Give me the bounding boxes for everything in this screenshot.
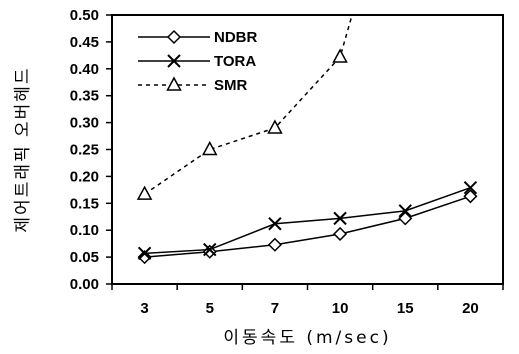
- x-tick-label: 3: [140, 300, 148, 317]
- y-tick-label: 0.10: [70, 222, 99, 239]
- x-tick-label: 15: [397, 300, 414, 317]
- data-point-smr: [267, 119, 283, 134]
- y-tick-label: 0.30: [70, 115, 99, 132]
- data-point-smr: [201, 140, 218, 156]
- data-point-tora: [398, 204, 412, 218]
- x-tick-label: 7: [271, 300, 279, 317]
- x-axis-label: 이동속도 (m/sec): [223, 328, 391, 348]
- x-tick-label: 10: [332, 300, 349, 317]
- y-axis-label: 제어트래픽 오버헤드: [13, 66, 33, 232]
- y-tick-label: 0.35: [70, 88, 99, 105]
- y-tick-label: 0.20: [70, 168, 99, 185]
- data-point-tora: [137, 246, 152, 261]
- data-point-tora: [268, 217, 282, 231]
- legend-item-ndbr: NDBR: [138, 29, 257, 46]
- data-point-ndbr: [398, 211, 413, 226]
- data-point-smr: [332, 48, 348, 63]
- legend: NDBR TORA SMR: [138, 29, 257, 94]
- x-tick-label: 5: [206, 300, 214, 317]
- data-point-tora: [463, 180, 478, 195]
- legend-label: TORA: [214, 53, 256, 70]
- series-line-tora: [144, 186, 471, 255]
- y-tick-label: 0.45: [70, 34, 99, 51]
- y-tick-label: 0.00: [70, 276, 99, 293]
- y-tick-label: 0.40: [70, 61, 99, 78]
- data-point-tora: [203, 242, 217, 257]
- data-point-tora: [333, 211, 347, 226]
- series: [136, 14, 478, 265]
- data-point-ndbr: [333, 226, 348, 242]
- data-point-ndbr: [267, 237, 282, 252]
- series-tora: [137, 180, 478, 261]
- y-tick-label: 0.05: [70, 249, 99, 266]
- legend-item-smr: SMR: [138, 76, 248, 94]
- y-tick-label: 0.25: [70, 142, 99, 159]
- axes: [111, 14, 504, 285]
- series-line-ndbr: [144, 195, 471, 258]
- legend-marker: [167, 54, 181, 68]
- y-axis-ticks: 0.00 0.05 0.10 0.15 0.20 0.25 0.30 0.35 0.40 0.45…: [70, 7, 112, 293]
- legend-label: NDBR: [214, 29, 257, 46]
- series-ndbr: [137, 189, 478, 265]
- data-point-ndbr: [137, 250, 152, 265]
- y-tick-label: 0.15: [70, 195, 99, 212]
- y-tick-label: 0.50: [70, 7, 99, 24]
- x-tick-label: 20: [462, 300, 479, 317]
- legend-item-tora: TORA: [138, 53, 256, 70]
- plot-area-frame: [111, 14, 504, 285]
- legend-marker: [166, 76, 182, 91]
- legend-marker: [166, 29, 182, 45]
- series-smr: [136, 14, 353, 200]
- legend-label: SMR: [214, 77, 248, 94]
- data-point-ndbr: [463, 189, 478, 204]
- data-point-smr: [136, 185, 153, 200]
- x-axis-ticks: 3 5 7 10 15 20: [111, 284, 504, 317]
